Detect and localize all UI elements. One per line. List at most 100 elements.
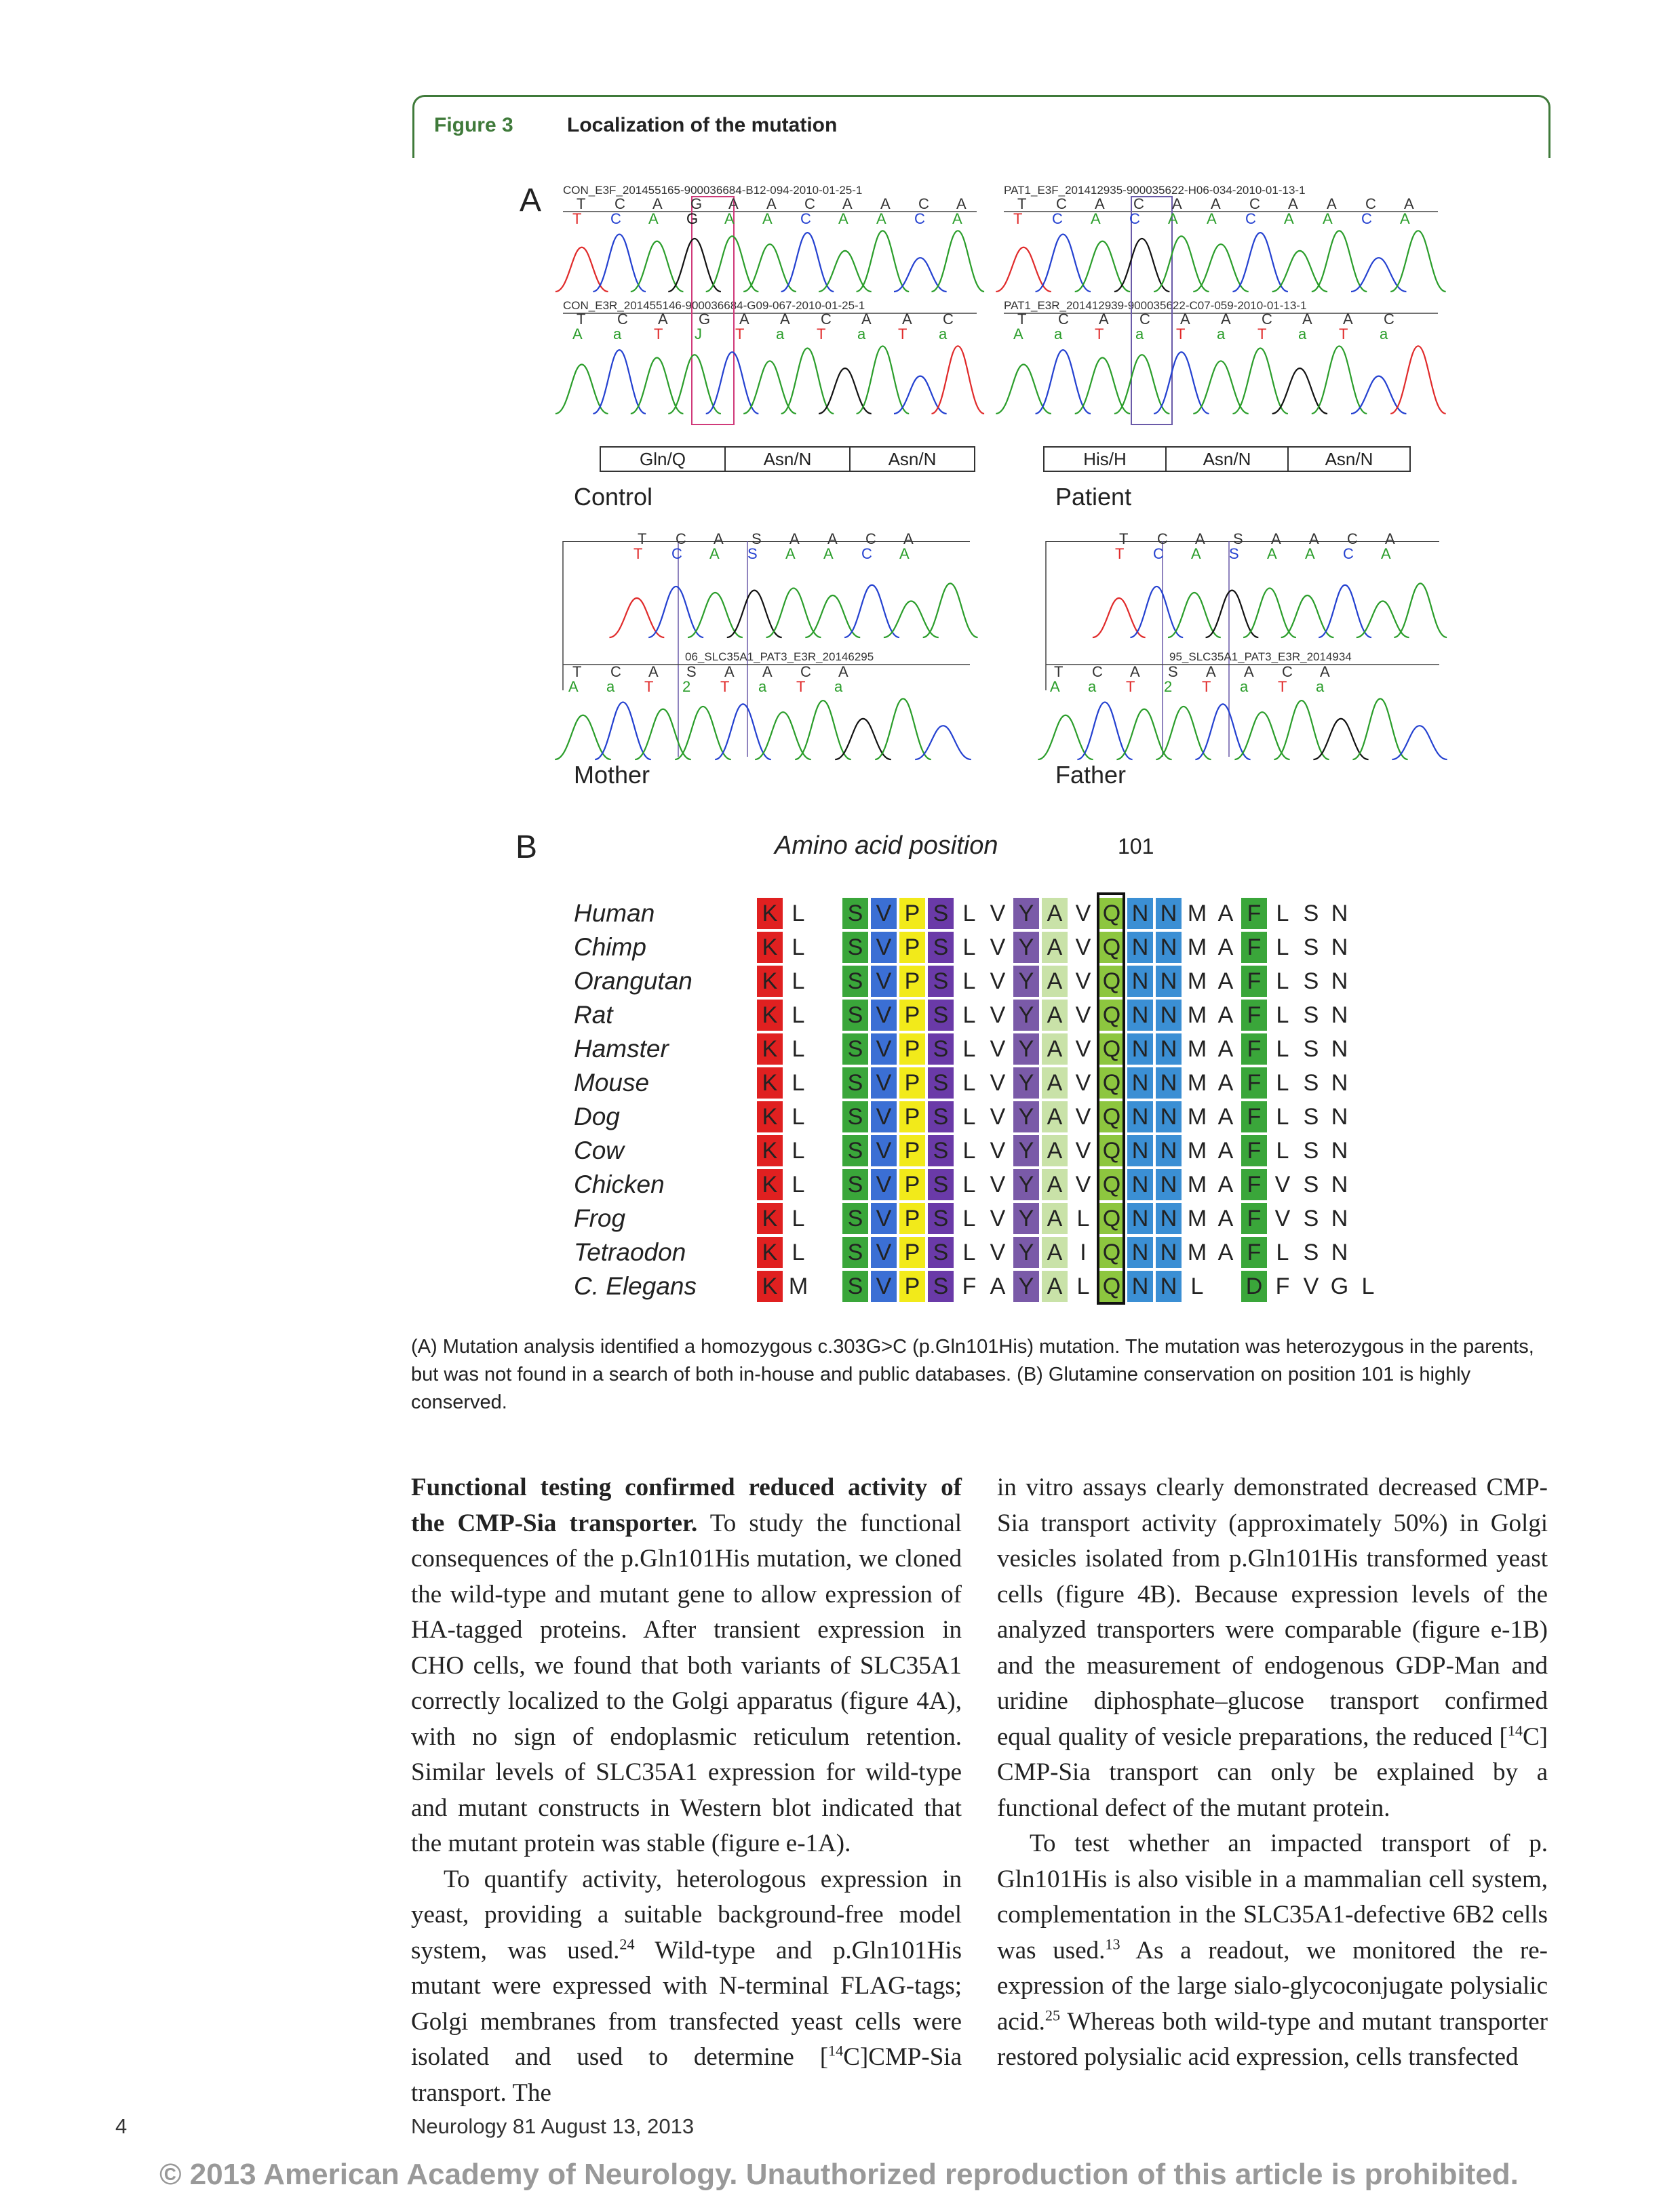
amino-acid: F: [1247, 901, 1262, 926]
father-forward-base: S: [1233, 530, 1243, 547]
amino-acid: P: [904, 1138, 920, 1164]
amino-acid: A: [1047, 1240, 1063, 1265]
control-reverse-base: A: [861, 311, 872, 328]
patient-forward-peak: [996, 246, 1052, 293]
amino-acid: P: [904, 1002, 920, 1028]
amino-acid: V: [876, 901, 892, 926]
amino-acid: P: [904, 1206, 920, 1231]
panel-a-letter: A: [520, 182, 542, 218]
father-forward-call: C: [1343, 545, 1354, 562]
species-label: Orangutan: [574, 967, 692, 995]
control-forward-call: A: [876, 210, 886, 227]
amino-acid: P: [904, 901, 920, 926]
amino-acid: N: [1131, 1273, 1149, 1299]
amino-acid: V: [876, 1138, 892, 1164]
amino-acid: Y: [1018, 968, 1034, 994]
father-reverse-base: C: [1092, 663, 1103, 680]
father-forward-peak: [1394, 582, 1447, 639]
control-codon-3: Asn/N: [888, 449, 937, 469]
alignment-cell-bg: [871, 1203, 897, 1234]
father-reverse-call: 2: [1164, 678, 1172, 695]
amino-acid: M: [1187, 1172, 1207, 1198]
alignment-cell-bg: [842, 1000, 868, 1031]
amino-acid: Q: [1102, 901, 1121, 926]
father-reverse-peak: [1313, 717, 1369, 761]
amino-acid: S: [933, 1104, 949, 1130]
amino-acid: K: [762, 968, 778, 994]
patient-forward-call: A: [1400, 210, 1410, 227]
amino-acid: L: [1190, 1273, 1204, 1299]
amino-acid: S: [847, 1138, 863, 1164]
alignment-cell-bg: [1099, 932, 1125, 963]
amino-acid: Q: [1102, 1240, 1121, 1265]
patient-reverse-call: a: [1380, 325, 1388, 342]
amino-acid: N: [1131, 901, 1149, 926]
alignment-cell-bg: [1241, 932, 1267, 963]
amino-acid: L: [1276, 934, 1289, 960]
alignment-cell-bg: [1156, 1101, 1182, 1132]
alignment-cell-bg: [1013, 1203, 1039, 1234]
patient-forward-base: A: [1211, 195, 1221, 212]
control-forward-call: A: [952, 210, 962, 227]
amino-acid: D: [1245, 1273, 1263, 1299]
control-forward-base: A: [728, 195, 739, 212]
amino-acid: N: [1331, 1172, 1348, 1198]
alignment-cell-bg: [1099, 1067, 1125, 1099]
amino-acid: N: [1160, 901, 1177, 926]
alignment-cell-bg: [1099, 1271, 1125, 1302]
alignment-cell-bg: [1156, 1237, 1182, 1268]
sup-14-left: 14: [828, 2042, 844, 2059]
ref-25: 25: [1045, 2007, 1061, 2024]
father-forward-peak: [1243, 587, 1297, 639]
alignment-cell-bg: [842, 898, 868, 929]
mother-forward-call: T: [633, 545, 642, 562]
amino-acid: A: [1047, 1002, 1063, 1028]
alignment-cell-bg: [1156, 1203, 1182, 1234]
father-forward-peak: [1356, 600, 1409, 639]
amino-acid: A: [1047, 1036, 1063, 1062]
amino-acid: Q: [1102, 1070, 1121, 1096]
control-reverse-peak: [593, 349, 646, 415]
species-label: Chimp: [574, 933, 646, 961]
patient-codon-2: Asn/N: [1167, 448, 1289, 471]
amino-acid: Y: [1018, 1206, 1034, 1231]
amino-acid: M: [788, 1273, 808, 1299]
mother-reverse-call: 2: [682, 678, 690, 695]
amino-acid: L: [792, 1002, 805, 1028]
mother-forward-peak: [687, 591, 743, 639]
mother-reverse-base: A: [648, 663, 659, 680]
father-forward-peak: [1205, 589, 1259, 639]
alignment-cell-bg: [1042, 1033, 1068, 1065]
amino-acid: N: [1331, 934, 1348, 960]
amino-acid: V: [1075, 1172, 1091, 1198]
patient-forward-call: T: [1013, 210, 1022, 227]
alignment-cell-bg: [842, 1203, 868, 1234]
patient-reverse-peak: [996, 363, 1052, 415]
alignment-cell-bg: [899, 1203, 925, 1234]
control-forward-peak: [781, 232, 834, 293]
amino-acid: S: [1303, 1070, 1319, 1096]
amino-acid: L: [962, 1172, 976, 1198]
mother-forward-base: A: [789, 530, 800, 547]
patient-reverse-peak: [1272, 368, 1328, 415]
amino-acid: S: [847, 934, 863, 960]
amino-acid: L: [792, 901, 805, 926]
left-paragraph-2b: Wild-type and p.Gln101His mutant were ex…: [411, 1936, 962, 2072]
patient-reverse-peak: [1074, 357, 1131, 415]
alignment-table: Human K L S V P S L V Y A V Q N N M A F L S N Chimp K L S V P S L V Y A…: [574, 892, 1456, 1305]
amino-acid: N: [1331, 1206, 1348, 1231]
patient-forward-base: A: [1327, 195, 1337, 212]
alignment-cell-bg: [928, 1271, 954, 1302]
alignment-cell-bg: [1156, 1067, 1182, 1099]
amino-acid: L: [792, 1240, 805, 1265]
mother-forward-call: A: [823, 545, 834, 562]
alignment-cell-bg: [1042, 932, 1068, 963]
amino-acid: K: [762, 1036, 778, 1062]
amino-acid: N: [1160, 1206, 1177, 1231]
patient-forward-call: C: [1129, 210, 1140, 227]
patient-forward-base: C: [1056, 195, 1067, 212]
mother-forward-peak: [883, 600, 939, 639]
control-forward-peak: [818, 250, 872, 293]
amino-acid: V: [876, 1104, 892, 1130]
alignment-cell-bg: [1042, 1271, 1068, 1302]
